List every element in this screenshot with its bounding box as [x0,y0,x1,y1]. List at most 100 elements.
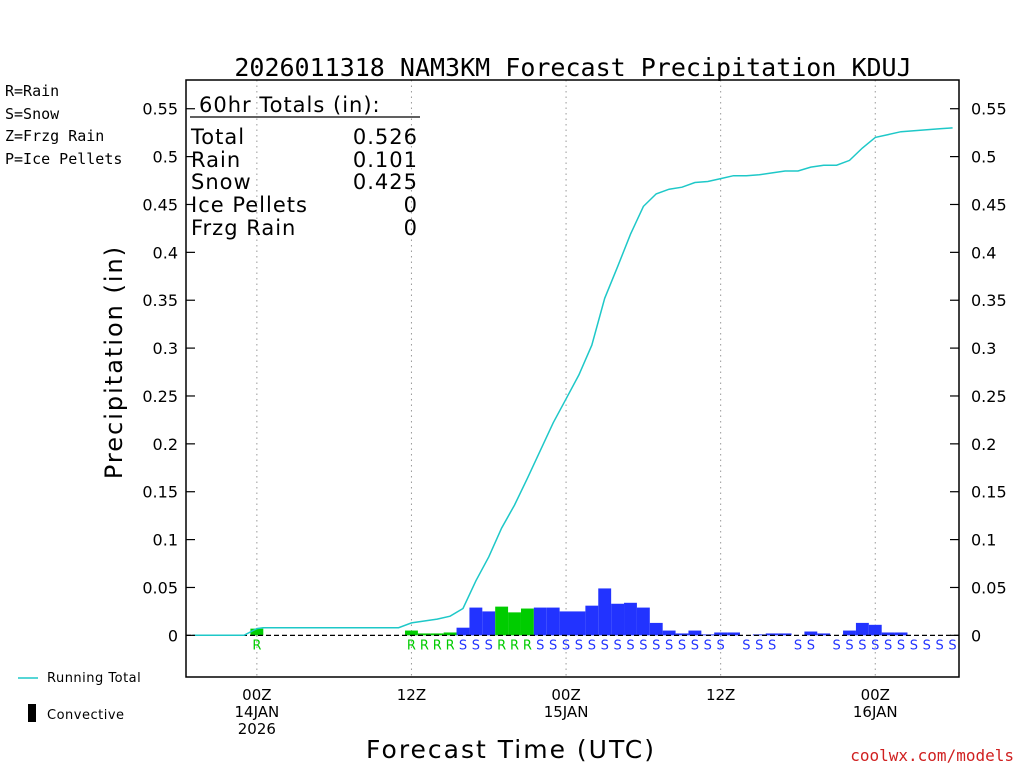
ptype-mark: S [832,638,840,653]
precip-bar [868,624,882,636]
ptype-mark: S [665,638,673,653]
y-tick-label: 0.1 [153,531,178,550]
precip-bar [250,628,264,636]
ptype-mark: R [420,638,429,653]
precip-bar [662,630,676,636]
ptype-mark: S [742,638,750,653]
precip-bar [430,633,444,636]
precip-bar [778,633,792,636]
ptype-mark: S [897,638,905,653]
precip-bar [817,633,831,636]
ptype-mark: R [252,638,261,653]
convective-label: Convective [47,708,125,723]
vertical-gridlines [256,80,876,677]
x-tick-label: 00Z [551,686,580,704]
y-tick-label: 0.3 [971,339,996,358]
precip-bar [559,611,573,636]
ptype-mark: S [575,638,583,653]
ptype-mark: R [510,638,519,653]
precip-bar [533,607,547,636]
ptype-mark: S [459,638,467,653]
totals-box: 60hr Totals (in): Total 0.526 Rain 0.101… [190,93,420,240]
precip-bar [727,632,740,636]
ptype-mark: S [884,638,892,653]
ptype-mark: R [407,638,416,653]
precip-bar [546,607,560,636]
precip-bar [804,631,818,636]
y-tick-label: 0.5 [971,148,996,167]
x-tick-label: 12Z [397,686,426,704]
legend-rain: R=Rain [5,82,59,100]
ptype-mark: S [871,638,879,653]
y-tick-label: 0.5 [153,148,178,167]
precip-bar [855,622,869,636]
precip-bar [495,606,509,636]
y-tick-label: 0.55 [971,100,1007,119]
ptype-mark: R [446,638,455,653]
precip-bar [894,632,908,636]
convective-swatch [28,704,36,722]
precip-bar [843,630,856,636]
y-tick-label: 0.05 [142,578,178,597]
x-tick-label: 00Z [861,686,890,704]
x-tick-label: 00Z [242,686,271,704]
ptype-mark: S [755,638,763,653]
totals-label-total: Total [190,125,245,149]
precip-bar [456,627,470,636]
y-tick-label: 0.05 [971,578,1007,597]
ptype-mark: S [910,638,918,653]
ptype-mark: S [652,638,660,653]
x-tick-label: 12Z [706,686,735,704]
ptype-mark: R [523,638,532,653]
precip-bar [624,602,637,636]
precip-bar [611,603,625,636]
ptype-mark: S [768,638,776,653]
y-tick-label: 0.3 [153,339,178,358]
y-tick-label: 0.25 [142,387,178,406]
y-tick-label: 0.45 [142,195,178,214]
legend-snow: S=Snow [5,105,60,123]
precip-bar [765,633,779,636]
ptype-mark: R [497,638,506,653]
ptype-mark: S [536,638,544,653]
x-tick-label: 16JAN [853,703,898,721]
y-tick-label: 0 [168,626,178,645]
totals-label-ice-pellets: Ice Pellets [191,193,308,217]
legend-freezing-rain: Z=Frzg Rain [5,127,104,145]
ptype-mark: S [626,638,634,653]
y-axis-right: 0 0.05 0.1 0.15 0.2 0.25 0.3 0.35 0.4 0.45 0.5 0.55 [950,100,1007,645]
ptype-mark: S [691,638,699,653]
y-tick-label: 0.15 [142,483,178,502]
totals-label-snow: Snow [191,170,252,194]
legend-ice-pellets: P=Ice Pellets [5,150,122,168]
ptype-mark: S [923,638,931,653]
x-tick-label: 14JAN [234,703,279,721]
precip-bar [520,608,534,636]
y-tick-label: 0.35 [971,291,1007,310]
precip-bar [585,605,599,636]
ptype-mark: S [613,638,621,653]
precip-bar [714,632,728,636]
x-tick-label: 2026 [238,720,276,738]
y-axis-left: 0 0.05 0.1 0.15 0.2 0.25 0.3 0.35 0.4 0.45 0.5 0.55 [142,100,195,645]
totals-value-frzg-rain: 0 [404,216,418,240]
ptype-mark: S [845,638,853,653]
ptype-mark: S [704,638,712,653]
precip-bar [469,607,483,636]
totals-value-snow: 0.425 [353,170,418,194]
y-tick-label: 0.15 [971,483,1007,502]
ptype-mark: S [678,638,686,653]
precip-bar [417,633,431,636]
totals-value-total: 0.526 [353,125,418,149]
y-tick-label: 0.2 [153,435,178,454]
ptype-legend: R=Rain S=Snow Z=Frzg Rain P=Ice Pellets [5,82,122,168]
precip-bar [675,633,689,636]
y-tick-label: 0.45 [971,195,1007,214]
x-axis-title: Forecast Time (UTC) [366,735,656,764]
running-total-line [192,127,953,637]
totals-value-ice-pellets: 0 [404,193,418,217]
ptype-mark: R [433,638,442,653]
ptype-mark: S [794,638,802,653]
plot-frame [185,79,960,678]
